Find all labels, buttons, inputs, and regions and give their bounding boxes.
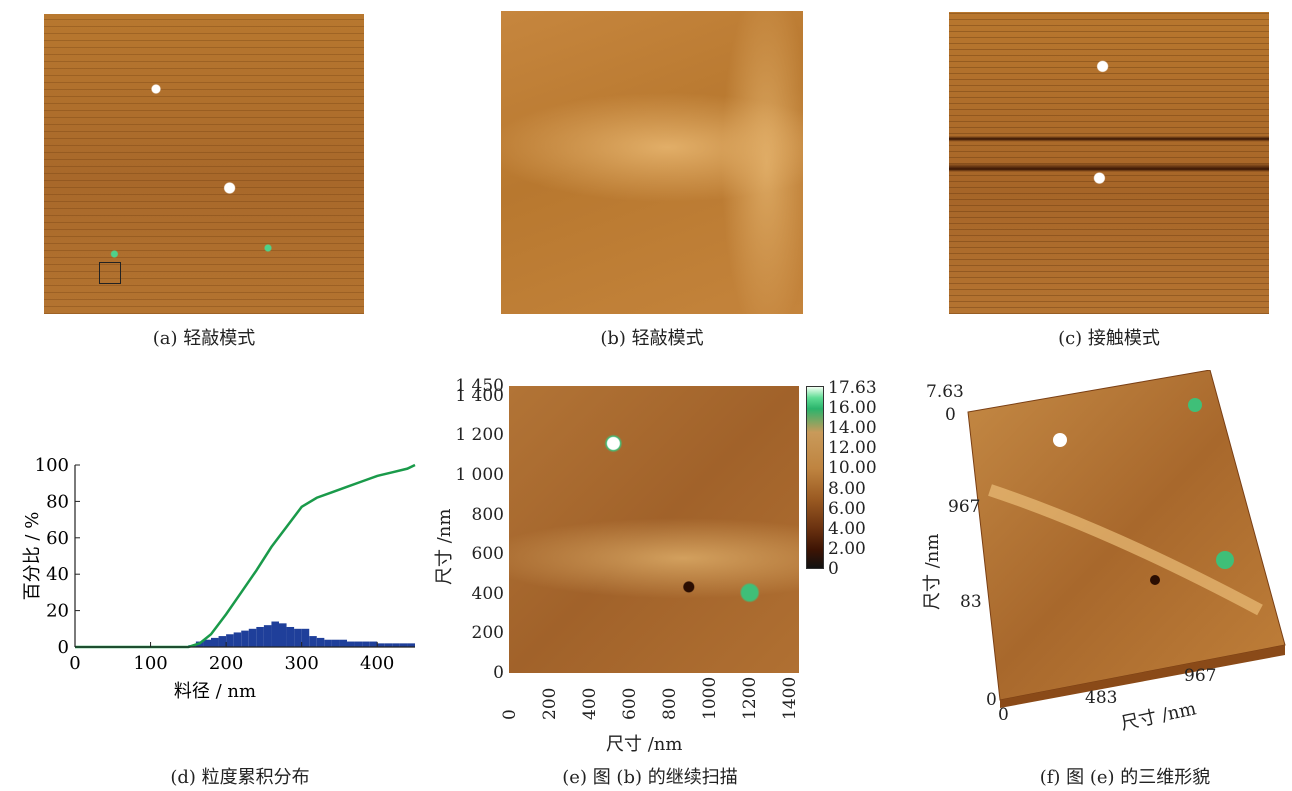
scale-label: 4.00 — [828, 518, 866, 539]
caption-f: (f) 图 (e) 的三维形貌 — [1039, 767, 1211, 788]
histogram-bar — [316, 637, 325, 647]
x-tick-label: 300 — [284, 653, 318, 674]
scale-label: 16.00 — [828, 398, 877, 419]
e-x-tick-label: 0 — [500, 709, 520, 720]
y-tick-label: 0 — [58, 637, 69, 658]
e-x-tick-label: 1400 — [780, 676, 800, 720]
e-y-tick-label: 0 — [493, 663, 504, 683]
afm-3d-surface — [967, 370, 1286, 708]
f-x-tick-967: 967 — [1184, 666, 1217, 686]
histogram-bar — [248, 628, 257, 647]
e-y-tick-label: 1 400 — [455, 385, 504, 406]
scale-label: 14.00 — [828, 418, 877, 439]
caption-a: (a) 轻敲模式 — [152, 328, 256, 349]
scale-label: 0 — [828, 559, 839, 579]
afm-image-b — [501, 11, 803, 314]
afm-image-e — [509, 386, 799, 673]
histogram-bar — [218, 636, 227, 647]
scale-label: 17.63 — [828, 378, 877, 398]
scale-label: 10.00 — [828, 458, 877, 479]
selection-box — [99, 262, 121, 284]
x-tick-label: 400 — [360, 653, 394, 674]
f-y-tick-967: 967 — [948, 497, 981, 517]
histogram-bar — [347, 641, 355, 647]
y-axis-label: 百分比 / % — [22, 512, 43, 601]
e-y-label: 尺寸 /nm — [434, 508, 455, 585]
caption-d: (d) 粒度累积分布 — [170, 767, 310, 788]
x-tick-label: 100 — [133, 653, 167, 674]
e-y-tick-label: 200 — [471, 623, 504, 644]
histogram-bar — [384, 643, 393, 647]
height-color-scale — [806, 386, 824, 569]
histogram-bar — [331, 639, 340, 647]
histogram-bar — [309, 636, 317, 647]
distribution-chart: 0 20 40 60 80 100 0 100 200 300 400 料径 / nm 百分比 / % — [22, 455, 416, 702]
e-y-tick-label: 600 — [471, 544, 504, 565]
caption-e: (e) 图 (b) 的继续扫描 — [562, 767, 738, 788]
f-x-tick-0: 0 — [998, 705, 1009, 725]
scale-label: 6.00 — [828, 498, 866, 519]
f-x-tick-483: 483 — [1085, 688, 1118, 708]
histogram-bar — [271, 621, 279, 647]
histogram-bar — [377, 643, 385, 647]
histogram-bar — [294, 628, 302, 647]
histogram-bar — [256, 626, 264, 647]
afm-image-a — [44, 14, 364, 314]
histogram-bar — [399, 643, 408, 647]
scale-label: 2.00 — [828, 538, 866, 559]
afm-image-c — [949, 12, 1269, 314]
caption-b: (b) 轻敲模式 — [600, 328, 704, 349]
histogram-bar — [339, 639, 347, 647]
histogram-bar — [226, 634, 234, 647]
e-x-tick-label: 1200 — [740, 676, 760, 720]
histogram-bar — [407, 643, 415, 647]
histogram-bar — [369, 641, 378, 647]
x-tick-label: 200 — [209, 653, 243, 674]
caption-c: (c) 接触模式 — [1058, 328, 1160, 349]
e-y-tick-label: 400 — [471, 583, 504, 604]
e-x-tick-label: 800 — [660, 687, 680, 720]
e-x-tick-label: 1000 — [700, 676, 720, 720]
histogram-bar — [392, 643, 400, 647]
scale-label: 8.00 — [828, 478, 866, 499]
x-axis-label: 料径 / nm — [174, 681, 256, 702]
histogram-bar — [263, 625, 272, 647]
e-y-tick-label: 800 — [471, 504, 504, 525]
scale-label: 12.00 — [828, 438, 877, 459]
f-z-zero: 0 — [945, 405, 956, 425]
histogram-bar — [241, 630, 249, 647]
e-y-tick-label: 1 200 — [455, 425, 504, 446]
histogram-bar — [286, 626, 295, 647]
y-tick-label: 40 — [46, 564, 69, 585]
x-tick-label: 0 — [69, 653, 80, 674]
histogram-bar — [354, 641, 363, 647]
e-y-tick-label: 1 000 — [455, 465, 504, 486]
e-x-tick-label: 400 — [580, 687, 600, 720]
histogram-bar — [233, 632, 242, 647]
y-tick-label: 20 — [46, 601, 69, 622]
cumulative-curve — [75, 463, 416, 649]
e-x-label: 尺寸 /nm — [606, 734, 683, 755]
f-z-top: 7.63 — [926, 382, 964, 402]
e-y-tick-label: 1 450 — [455, 376, 504, 396]
y-tick-label: 100 — [35, 455, 69, 476]
f-y-label: 尺寸 /nm — [922, 533, 943, 610]
histogram-bar — [301, 628, 310, 647]
e-x-tick-label: 600 — [620, 687, 640, 720]
e-x-tick-label: 200 — [540, 687, 560, 720]
y-tick-label: 80 — [46, 491, 69, 512]
y-tick-label: 60 — [46, 528, 69, 549]
histogram-bar — [211, 637, 219, 647]
histogram-bar — [324, 639, 332, 647]
histogram-bar — [279, 623, 287, 647]
histogram-bar — [203, 639, 211, 647]
f-y-tick-83: 83 — [960, 592, 982, 612]
histogram-bar — [362, 641, 370, 647]
f-y-tick-0: 0 — [986, 690, 997, 710]
